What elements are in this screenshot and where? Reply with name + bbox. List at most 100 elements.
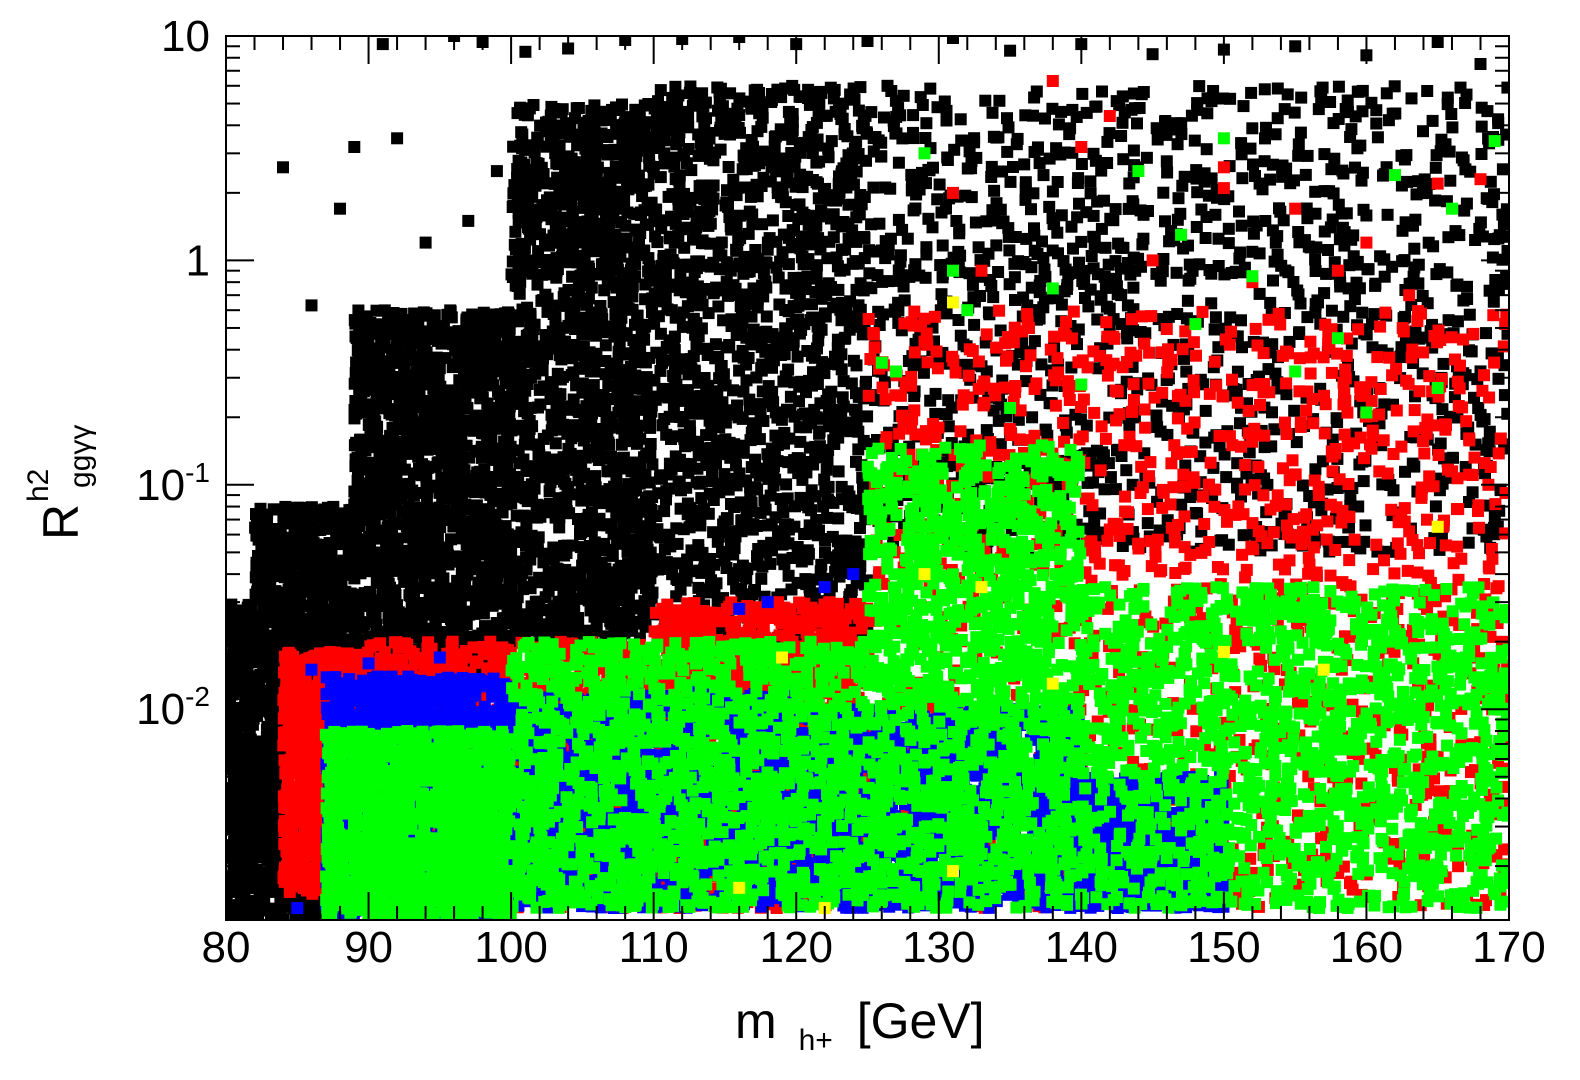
data-point bbox=[491, 352, 504, 365]
data-point bbox=[592, 557, 605, 569]
data-point bbox=[289, 608, 302, 621]
data-point bbox=[388, 592, 401, 605]
data-point bbox=[575, 526, 588, 539]
data-point bbox=[403, 589, 416, 602]
data-point bbox=[230, 882, 242, 895]
data-point bbox=[627, 456, 640, 469]
data-point bbox=[407, 383, 420, 396]
data-point bbox=[230, 799, 243, 811]
data-point bbox=[513, 616, 526, 629]
data-point bbox=[561, 232, 574, 245]
data-point bbox=[614, 300, 627, 313]
data-point bbox=[532, 401, 544, 414]
data-point bbox=[226, 908, 236, 920]
data-point bbox=[574, 236, 587, 249]
data-point bbox=[608, 621, 621, 634]
data-point bbox=[348, 572, 361, 585]
data-point bbox=[361, 616, 374, 629]
data-point bbox=[847, 354, 860, 367]
data-point bbox=[255, 518, 268, 531]
data-point bbox=[587, 379, 600, 392]
data-point bbox=[635, 570, 648, 583]
data-point bbox=[307, 536, 320, 549]
data-point bbox=[582, 508, 595, 521]
data-point bbox=[654, 84, 667, 97]
data-point bbox=[519, 426, 532, 439]
data-point bbox=[596, 313, 609, 326]
data-point bbox=[492, 422, 505, 435]
data-point bbox=[563, 568, 576, 580]
data-point bbox=[440, 449, 453, 462]
data-point bbox=[266, 588, 279, 601]
data-point bbox=[491, 540, 504, 553]
data-point bbox=[615, 122, 628, 135]
data-point bbox=[300, 613, 313, 626]
data-point bbox=[566, 270, 579, 283]
data-point bbox=[522, 209, 535, 222]
data-point bbox=[420, 493, 433, 506]
data-point bbox=[282, 583, 295, 596]
data-point bbox=[226, 762, 235, 775]
data-point bbox=[303, 912, 316, 920]
data-point bbox=[539, 576, 552, 589]
data-point bbox=[355, 350, 368, 363]
data-point bbox=[709, 338, 722, 351]
data-point bbox=[529, 367, 542, 380]
data-point bbox=[540, 177, 553, 190]
data-point bbox=[227, 674, 240, 687]
data-point bbox=[412, 450, 425, 463]
data-point bbox=[584, 604, 597, 617]
data-point bbox=[451, 574, 464, 587]
data-point bbox=[515, 126, 528, 139]
data-point bbox=[530, 507, 543, 520]
data-point bbox=[445, 622, 458, 635]
data-point bbox=[638, 470, 651, 482]
data-point bbox=[383, 554, 396, 567]
data-point bbox=[574, 467, 587, 480]
data-point bbox=[588, 350, 601, 363]
data-point bbox=[556, 622, 568, 635]
data-point bbox=[385, 434, 398, 446]
data-point bbox=[291, 501, 304, 514]
data-point bbox=[454, 327, 467, 340]
data-point bbox=[835, 480, 848, 493]
data-point bbox=[609, 232, 622, 244]
data-point bbox=[555, 251, 568, 263]
data-point bbox=[570, 102, 583, 115]
data-point bbox=[553, 521, 566, 534]
data-point bbox=[563, 164, 576, 176]
data-point bbox=[549, 437, 562, 450]
data-point bbox=[302, 523, 315, 536]
data-point bbox=[517, 250, 530, 263]
data-point bbox=[571, 139, 584, 152]
data-point bbox=[609, 160, 622, 173]
data-point bbox=[572, 404, 585, 417]
data-point bbox=[488, 308, 501, 321]
data-point bbox=[257, 664, 270, 677]
data-point bbox=[422, 531, 435, 544]
data-point bbox=[422, 461, 435, 474]
data-point bbox=[538, 619, 551, 632]
data-point bbox=[226, 806, 234, 819]
data-point bbox=[255, 699, 268, 712]
data-point bbox=[519, 510, 531, 523]
data-point bbox=[536, 471, 549, 484]
data-point bbox=[610, 101, 622, 114]
data-point bbox=[227, 656, 239, 669]
data-point bbox=[421, 330, 434, 343]
data-point bbox=[374, 402, 387, 415]
data-point bbox=[524, 317, 537, 330]
data-point bbox=[226, 823, 235, 836]
data-point bbox=[523, 188, 536, 201]
data-point bbox=[468, 331, 481, 344]
data-point bbox=[505, 309, 518, 322]
data-point bbox=[331, 538, 344, 551]
data-point bbox=[434, 574, 447, 587]
data-point bbox=[506, 255, 519, 268]
data-point bbox=[459, 352, 471, 365]
data-point bbox=[476, 541, 489, 553]
data-point bbox=[511, 185, 524, 198]
data-point bbox=[620, 171, 633, 184]
data-point bbox=[490, 617, 503, 629]
